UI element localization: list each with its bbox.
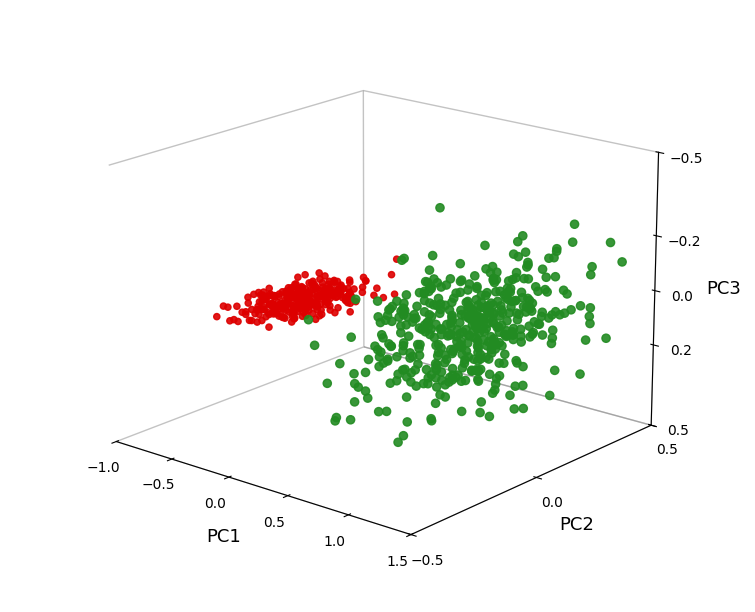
Y-axis label: PC2: PC2 (559, 517, 594, 534)
X-axis label: PC1: PC1 (207, 528, 242, 546)
